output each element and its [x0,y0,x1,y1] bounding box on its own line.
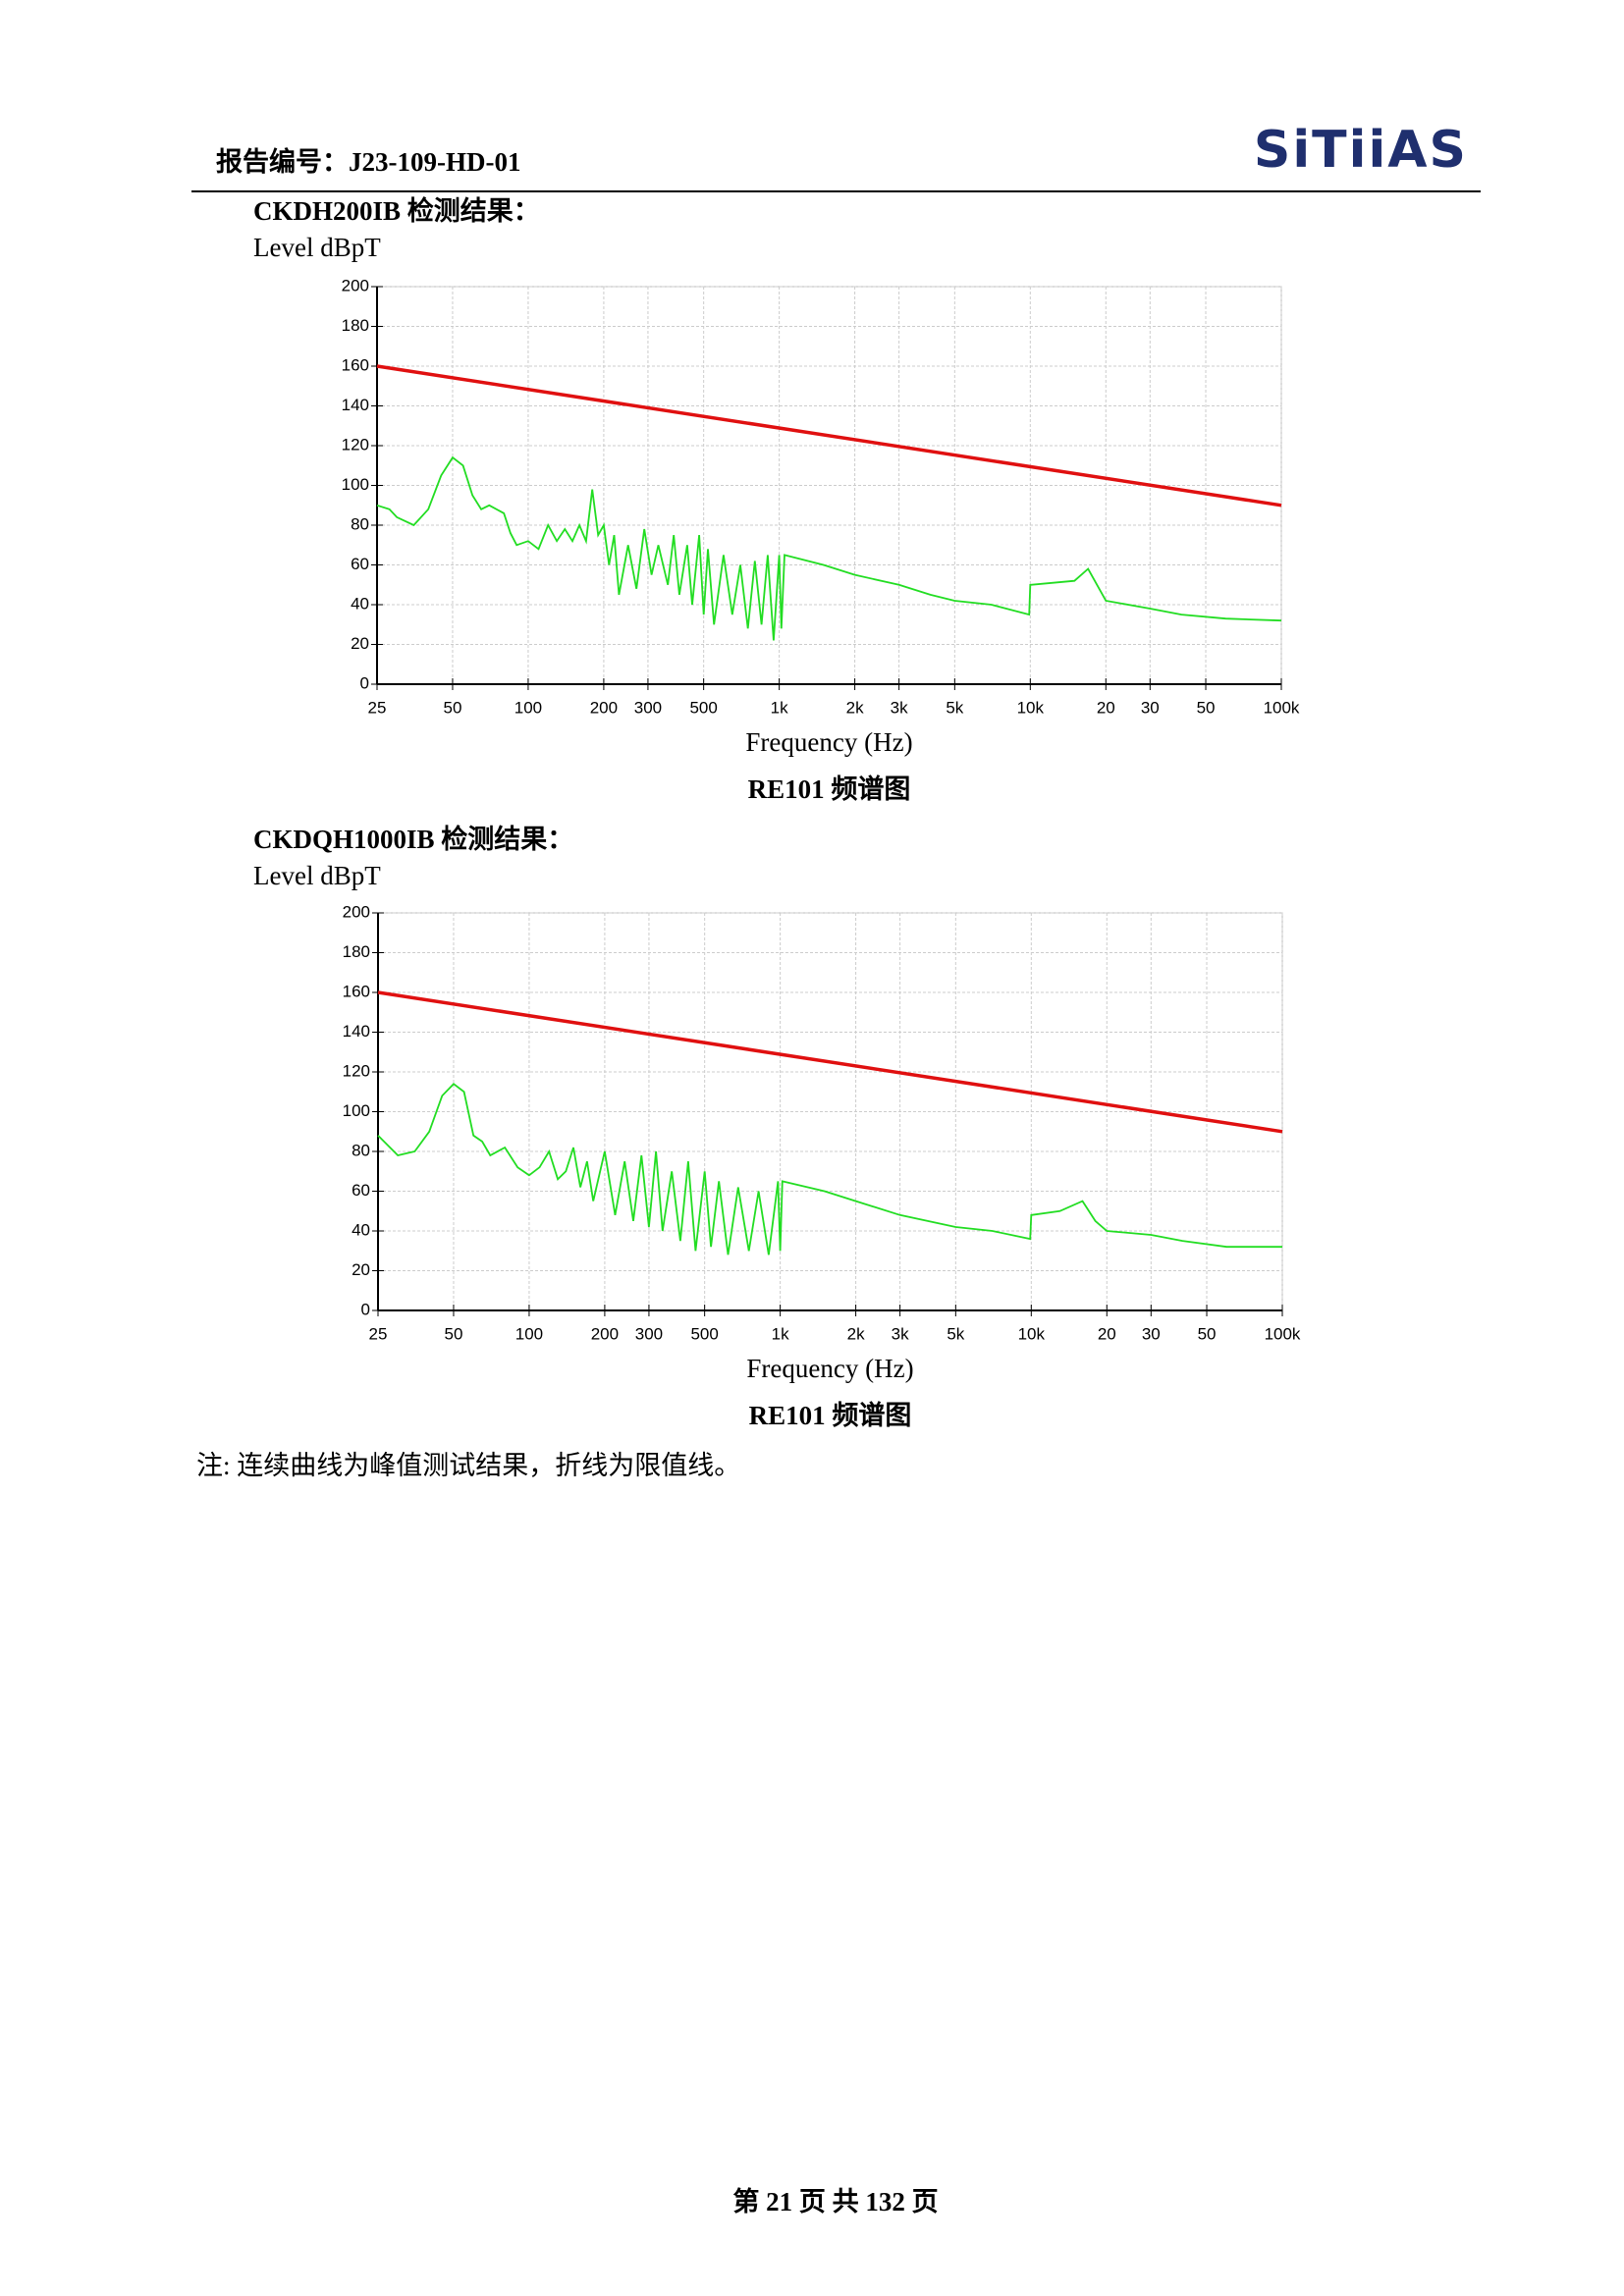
series-line [376,455,1282,641]
x-tick-label: 2k [846,698,864,717]
x-tick-label: 100k [1264,698,1300,717]
x-axis-label: Frequency (Hz) [746,1354,913,1383]
y-tick-label: 20 [351,634,369,653]
x-tick-label: 30 [1142,1324,1161,1343]
x-tick-label: 3k [891,698,908,717]
y-tick-label: 120 [342,435,369,454]
x-tick-label: 300 [635,1324,663,1343]
series-line [377,990,1283,1134]
x-tick-label: 20 [1098,1324,1116,1343]
x-tick-label: 5k [947,1324,964,1343]
y-tick-label: 20 [352,1260,370,1279]
y-tick-label: 100 [343,1101,370,1120]
y-tick-label: 0 [361,1300,370,1318]
x-axis-label: Frequency (Hz) [745,727,912,757]
x-tick-label: 20 [1097,698,1115,717]
y-tick-label: 140 [343,1022,370,1041]
x-tick-label: 200 [590,698,618,717]
series-line [377,1082,1282,1255]
x-tick-label: 25 [368,698,387,717]
x-tick-label: 25 [369,1324,388,1343]
x-tick-label: 2k [847,1324,865,1343]
footer: 第 21 页 共 132 页 [732,2186,938,2216]
y-tick-label: 60 [352,1181,370,1200]
y-tick-label: 120 [343,1061,370,1080]
x-tick-label: 50 [445,1324,463,1343]
chart-caption: RE101 频谱图 [748,774,911,804]
x-tick-label: 5k [946,698,963,717]
x-tick-label: 500 [689,698,717,717]
y-tick-label: 40 [352,1220,370,1239]
x-tick-label: 100k [1265,1324,1301,1343]
y-tick-label: 180 [343,942,370,961]
x-tick-label: 1k [771,698,788,717]
y-tick-label: 200 [342,276,369,294]
chart-title: CKDQH1000IB 检测结果： [253,824,573,854]
x-tick-label: 100 [514,698,542,717]
chart-title: CKDH200IB 检测结果： [253,195,540,226]
x-tick-label: 500 [690,1324,718,1343]
x-tick-label: 50 [444,698,462,717]
note: 注: 连续曲线为峰值测试结果，折线为限值线。 [196,1451,740,1480]
y-tick-label: 60 [351,555,369,573]
y-tick-label: 80 [351,514,369,533]
x-tick-label: 50 [1197,698,1216,717]
x-tick-label: 300 [634,698,662,717]
x-tick-label: 3k [892,1324,909,1343]
y-tick-label: 40 [351,594,369,613]
x-tick-label: 1k [772,1324,789,1343]
x-tick-label: 200 [591,1324,619,1343]
x-tick-label: 100 [515,1324,543,1343]
series-line [376,364,1282,507]
report-number: 报告编号：J23-109-HD-01 [216,146,520,177]
y-tick-label: 100 [342,475,369,494]
y-tick-label: 160 [343,982,370,1000]
y-axis-label: Level dBpT [253,233,381,262]
x-tick-label: 10k [1018,1324,1046,1343]
x-tick-label: 10k [1017,698,1045,717]
chart-caption: RE101 频谱图 [749,1400,912,1430]
y-tick-label: 0 [360,673,369,692]
y-tick-label: 140 [342,396,369,414]
logo: SiTiiAS [1254,121,1468,180]
y-tick-label: 80 [352,1141,370,1159]
y-tick-label: 160 [342,355,369,374]
y-tick-label: 180 [342,316,369,335]
x-tick-label: 50 [1198,1324,1217,1343]
x-tick-label: 30 [1141,698,1160,717]
y-axis-label: Level dBpT [253,861,381,890]
y-tick-label: 200 [343,902,370,921]
